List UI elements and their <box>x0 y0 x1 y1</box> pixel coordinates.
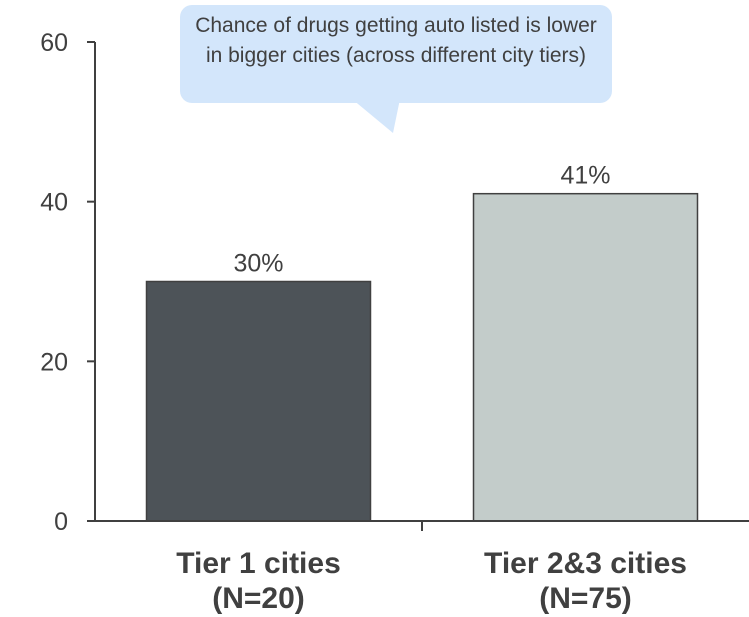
callout-annotation: Chance of drugs getting auto listed is l… <box>180 5 612 103</box>
category-label: Tier 1 cities <box>176 547 341 580</box>
bar-value-label: 41% <box>560 162 610 190</box>
bar-value-label: 30% <box>233 250 283 278</box>
y-tick-label: 40 <box>40 189 68 217</box>
category-label: (N=20) <box>212 582 305 615</box>
category-label: Tier 2&3 cities <box>484 547 687 580</box>
bar <box>145 280 372 522</box>
x-axis: Tier 1 cities(N=20) Tier 2&3 cities(N=75) <box>87 520 749 615</box>
category-label: (N=75) <box>539 582 632 615</box>
y-tick-label: 20 <box>40 348 68 376</box>
y-axis: 0 20 40 60 <box>40 29 96 536</box>
bars: 30% 41% <box>145 162 699 522</box>
y-tick-label: 60 <box>40 29 68 57</box>
callout-pointer <box>352 99 400 133</box>
bar <box>472 192 699 522</box>
y-tick-label: 0 <box>54 508 68 536</box>
